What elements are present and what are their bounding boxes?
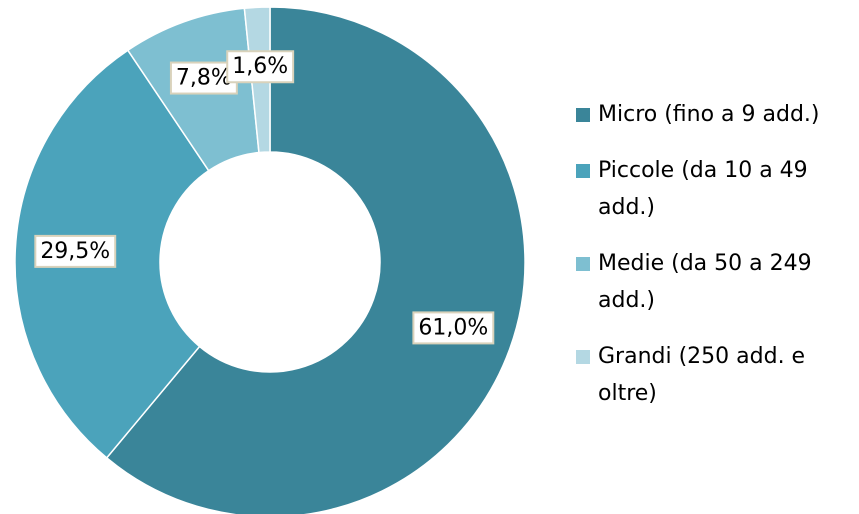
data-label-text: 29,5% xyxy=(40,239,110,264)
donut-plot: 61,0% 29,5% 7,8% 1,6% xyxy=(14,6,526,514)
data-label-box xyxy=(226,50,295,84)
data-label-box xyxy=(169,61,238,95)
legend: Micro (fino a 9 add.) Piccole (da 10 a 49… xyxy=(576,96,856,431)
legend-swatch xyxy=(576,257,590,271)
legend-label: Grandi (250 add. e oltre) xyxy=(598,344,806,406)
legend-entry: Micro (fino a 9 add.) xyxy=(576,96,853,133)
legend-label: Medie (da 50 a 249 add.) xyxy=(598,251,812,313)
legend-swatch xyxy=(576,108,590,122)
data-label: 1,6% xyxy=(226,50,295,84)
legend-swatch xyxy=(576,164,590,178)
data-label: 7,8% xyxy=(169,61,238,95)
data-label-text: 61,0% xyxy=(418,315,488,340)
legend-entry: Piccole (da 10 a 49 add.) xyxy=(576,152,853,226)
data-label: 29,5% xyxy=(34,234,117,268)
legend-label: Micro (fino a 9 add.) xyxy=(598,102,820,127)
legend-entry: Medie (da 50 a 249 add.) xyxy=(576,245,853,319)
data-label-text: 1,6% xyxy=(232,54,288,79)
data-label: 61,0% xyxy=(412,311,495,345)
data-label-box xyxy=(34,234,117,268)
legend-label: Piccole (da 10 a 49 add.) xyxy=(598,158,808,220)
data-label-text: 7,8% xyxy=(176,66,232,91)
legend-entry: Grandi (250 add. e oltre) xyxy=(576,338,853,412)
data-label-box xyxy=(412,311,495,345)
donut-slice xyxy=(105,6,526,514)
legend-swatch xyxy=(576,350,590,364)
